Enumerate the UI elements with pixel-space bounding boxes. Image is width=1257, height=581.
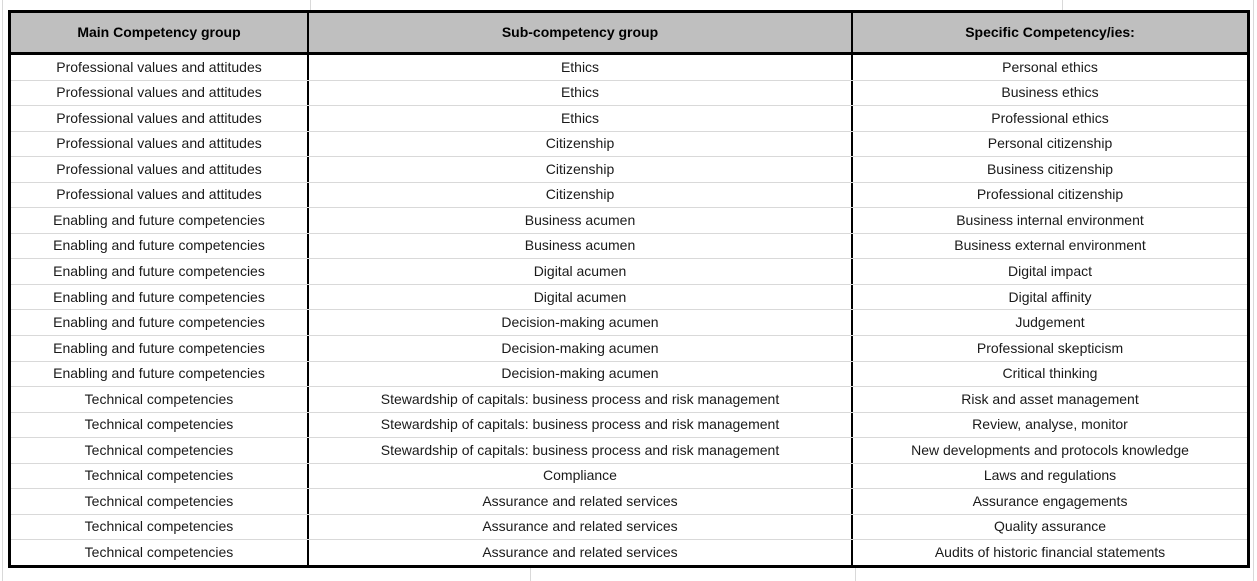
cell-specific-competency[interactable]: Personal ethics [1002,58,1098,75]
table-row: Technical competencies Compliance Laws a… [11,463,1247,490]
cell-main-competency-group[interactable]: Professional values and attitudes [56,135,262,152]
header-specific-competency[interactable]: Specific Competency/ies: [965,23,1135,40]
cell-sub-competency-group[interactable]: Assurance and related services [307,540,853,565]
cell-specific-competency[interactable]: Business internal environment [956,211,1144,228]
cell-main-competency-group[interactable]: Professional values and attitudes [56,84,262,101]
cell-sub-competency-group[interactable]: Stewardship of capitals: business proces… [307,387,853,412]
table-row: Technical competencies Assurance and rel… [11,514,1247,541]
cell-main-competency-group[interactable]: Professional values and attitudes [56,58,262,75]
cell-specific-competency[interactable]: Assurance engagements [972,492,1128,509]
cell-specific-competency[interactable]: Business citizenship [986,160,1114,177]
cell-sub-competency-group[interactable]: Assurance and related services [307,514,853,540]
cell-specific-competency[interactable]: Risk and asset management [961,390,1139,407]
cell-sub-competency-group[interactable]: Citizenship [307,182,853,208]
cell-main-competency-group[interactable]: Technical competencies [84,492,234,509]
header-main-competency-group[interactable]: Main Competency group [77,23,241,40]
cell-specific-competency[interactable]: Business external environment [954,237,1146,254]
table-row: Professional values and attitudes Citize… [11,182,1247,209]
cell-sub-competency-group[interactable]: Citizenship [307,131,853,157]
table-row: Technical competencies Stewardship of ca… [11,387,1247,413]
cell-specific-competency[interactable]: Professional skepticism [976,339,1124,356]
table-row: Enabling and future competencies Decisio… [11,336,1247,362]
competency-table: Main Competency group Sub-competency gro… [8,10,1250,568]
header-sub-competency-group[interactable]: Sub-competency group [307,13,853,52]
cell-main-competency-group[interactable]: Enabling and future competencies [53,237,265,254]
sheet-gridline [530,568,531,581]
table-row: Professional values and attitudes Ethics… [11,55,1247,81]
cell-main-competency-group[interactable]: Technical competencies [84,467,234,484]
cell-specific-competency[interactable]: Laws and regulations [983,467,1117,484]
cell-main-competency-group[interactable]: Technical competencies [84,416,234,433]
cell-specific-competency[interactable]: Personal citizenship [987,135,1113,152]
cell-main-competency-group[interactable]: Enabling and future competencies [53,262,265,279]
sheet-gridline [1062,0,1063,10]
cell-main-competency-group[interactable]: Technical competencies [84,543,234,560]
cell-specific-competency[interactable]: Professional ethics [991,109,1109,126]
cell-specific-competency[interactable]: Review, analyse, monitor [972,416,1128,433]
cell-main-competency-group[interactable]: Enabling and future competencies [53,288,265,305]
cell-sub-competency-group[interactable]: Decision-making acumen [307,361,853,387]
table-row: Technical competencies Stewardship of ca… [11,412,1247,439]
table-row: Professional values and attitudes Ethics… [11,106,1247,132]
cell-sub-competency-group[interactable]: Stewardship of capitals: business proces… [307,412,853,438]
cell-main-competency-group[interactable]: Technical competencies [84,518,234,535]
cell-specific-competency[interactable]: Digital affinity [1008,288,1092,305]
cell-sub-competency-group[interactable]: Assurance and related services [307,489,853,514]
cell-sub-competency-group[interactable]: Ethics [307,106,853,131]
cell-main-competency-group[interactable]: Enabling and future competencies [53,365,265,382]
table-body: Professional values and attitudes Ethics… [11,55,1247,565]
cell-main-competency-group[interactable]: Enabling and future competencies [53,314,265,331]
cell-specific-competency[interactable]: Digital impact [1007,262,1093,279]
cell-main-competency-group[interactable]: Enabling and future competencies [53,211,265,228]
sheet-gridline [855,568,856,581]
cell-specific-competency[interactable]: New developments and protocols knowledge [911,441,1189,458]
sheet-gridline [2,0,3,581]
cell-sub-competency-group[interactable]: Compliance [307,463,853,489]
cell-main-competency-group[interactable]: Professional values and attitudes [56,109,262,126]
table-row: Technical competencies Assurance and rel… [11,540,1247,565]
cell-sub-competency-group[interactable]: Decision-making acumen [307,336,853,361]
cell-specific-competency[interactable]: Critical thinking [1002,365,1098,382]
cell-specific-competency[interactable]: Professional citizenship [976,186,1124,203]
cell-main-competency-group[interactable]: Professional values and attitudes [56,160,262,177]
table-row: Enabling and future competencies Busines… [11,233,1247,260]
cell-specific-competency[interactable]: Business ethics [1001,84,1099,101]
cell-specific-competency[interactable]: Audits of historic financial statements [934,543,1166,560]
cell-specific-competency[interactable]: Judgement [1015,314,1085,331]
cell-sub-competency-group[interactable]: Business acumen [307,233,853,259]
cell-sub-competency-group[interactable]: Stewardship of capitals: business proces… [307,438,853,463]
cell-main-competency-group[interactable]: Enabling and future competencies [53,339,265,356]
table-row: Technical competencies Stewardship of ca… [11,438,1247,464]
table-row: Technical competencies Assurance and rel… [11,489,1247,515]
table-row: Professional values and attitudes Citize… [11,157,1247,183]
cell-sub-competency-group[interactable]: Ethics [307,80,853,106]
sheet-gridline [310,0,311,10]
table-row: Enabling and future competencies Digital… [11,259,1247,285]
cell-main-competency-group[interactable]: Professional values and attitudes [56,186,262,203]
cell-specific-competency[interactable]: Quality assurance [993,518,1107,535]
table-header-row: Main Competency group Sub-competency gro… [11,13,1247,55]
sheet-gridline [1253,0,1254,581]
cell-main-competency-group[interactable]: Technical competencies [84,390,234,407]
table-row: Professional values and attitudes Ethics… [11,80,1247,107]
cell-sub-competency-group[interactable]: Ethics [307,55,853,80]
cell-sub-competency-group[interactable]: Business acumen [307,208,853,233]
table-row: Enabling and future competencies Digital… [11,284,1247,311]
cell-sub-competency-group[interactable]: Digital acumen [307,284,853,310]
cell-sub-competency-group[interactable]: Decision-making acumen [307,310,853,336]
table-row: Enabling and future competencies Decisio… [11,361,1247,388]
table-row: Enabling and future competencies Busines… [11,208,1247,234]
cell-main-competency-group[interactable]: Technical competencies [84,441,234,458]
table-row: Professional values and attitudes Citize… [11,131,1247,158]
cell-sub-competency-group[interactable]: Digital acumen [307,259,853,284]
cell-sub-competency-group[interactable]: Citizenship [307,157,853,182]
table-row: Enabling and future competencies Decisio… [11,310,1247,337]
